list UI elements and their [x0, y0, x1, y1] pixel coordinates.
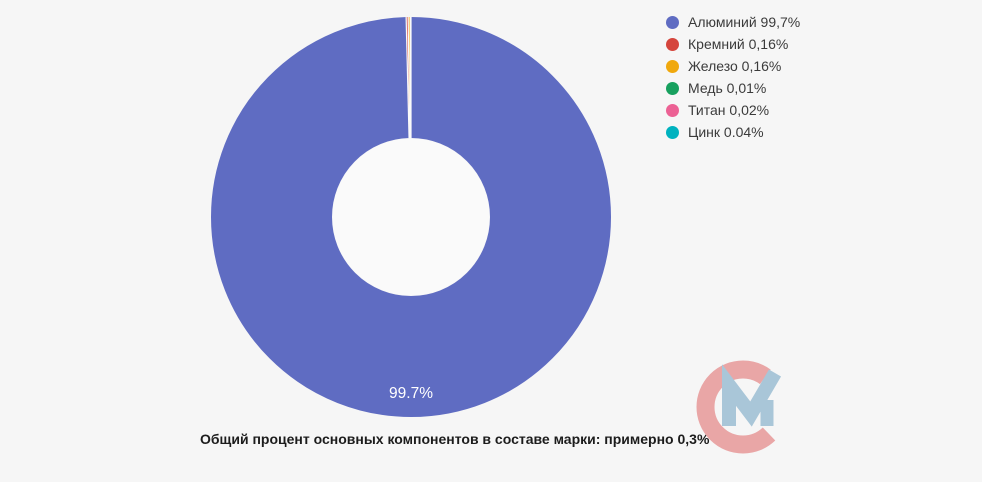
legend: Алюминий 99,7% Кремний 0,16% Железо 0,16…: [666, 11, 800, 143]
legend-marker-aluminium-icon: [666, 15, 679, 29]
legend-label-iron: Железо 0,16%: [688, 58, 782, 74]
slice-percent-label: 99.7%: [389, 385, 433, 402]
legend-item-aluminium[interactable]: Алюминий 99,7%: [666, 11, 800, 33]
slice-separator: [407, 17, 411, 139]
legend-item-iron[interactable]: Железо 0,16%: [666, 55, 800, 77]
legend-marker-copper-icon: [666, 81, 679, 95]
donut-chart[interactable]: 99.7%: [201, 7, 621, 427]
legend-label-titanium: Титан 0,02%: [688, 102, 770, 118]
donut-separators: [405, 16, 412, 139]
legend-label-copper: Медь 0,01%: [688, 80, 767, 96]
legend-item-silicon[interactable]: Кремний 0,16%: [666, 33, 800, 55]
legend-item-copper[interactable]: Медь 0,01%: [666, 77, 800, 99]
legend-marker-silicon-icon: [666, 37, 679, 51]
legend-item-zinc[interactable]: Цинк 0.04%: [666, 121, 800, 143]
legend-label-aluminium: Алюминий 99,7%: [688, 14, 801, 30]
slice-separator: [405, 17, 410, 139]
donut-hole: [332, 138, 490, 296]
legend-marker-zinc-icon: [666, 125, 679, 139]
legend-label-silicon: Кремний 0,16%: [688, 36, 789, 52]
legend-label-zinc: Цинк 0.04%: [688, 124, 764, 140]
legend-item-titanium[interactable]: Титан 0,02%: [666, 99, 800, 121]
logo-letter-m: [722, 364, 782, 427]
cm-logo: [696, 360, 790, 454]
legend-marker-iron-icon: [666, 59, 679, 73]
logo-letter-c: [696, 360, 790, 454]
chart-caption: Общий процент основных компонентов в сос…: [200, 431, 710, 447]
legend-marker-titanium-icon: [666, 103, 679, 117]
